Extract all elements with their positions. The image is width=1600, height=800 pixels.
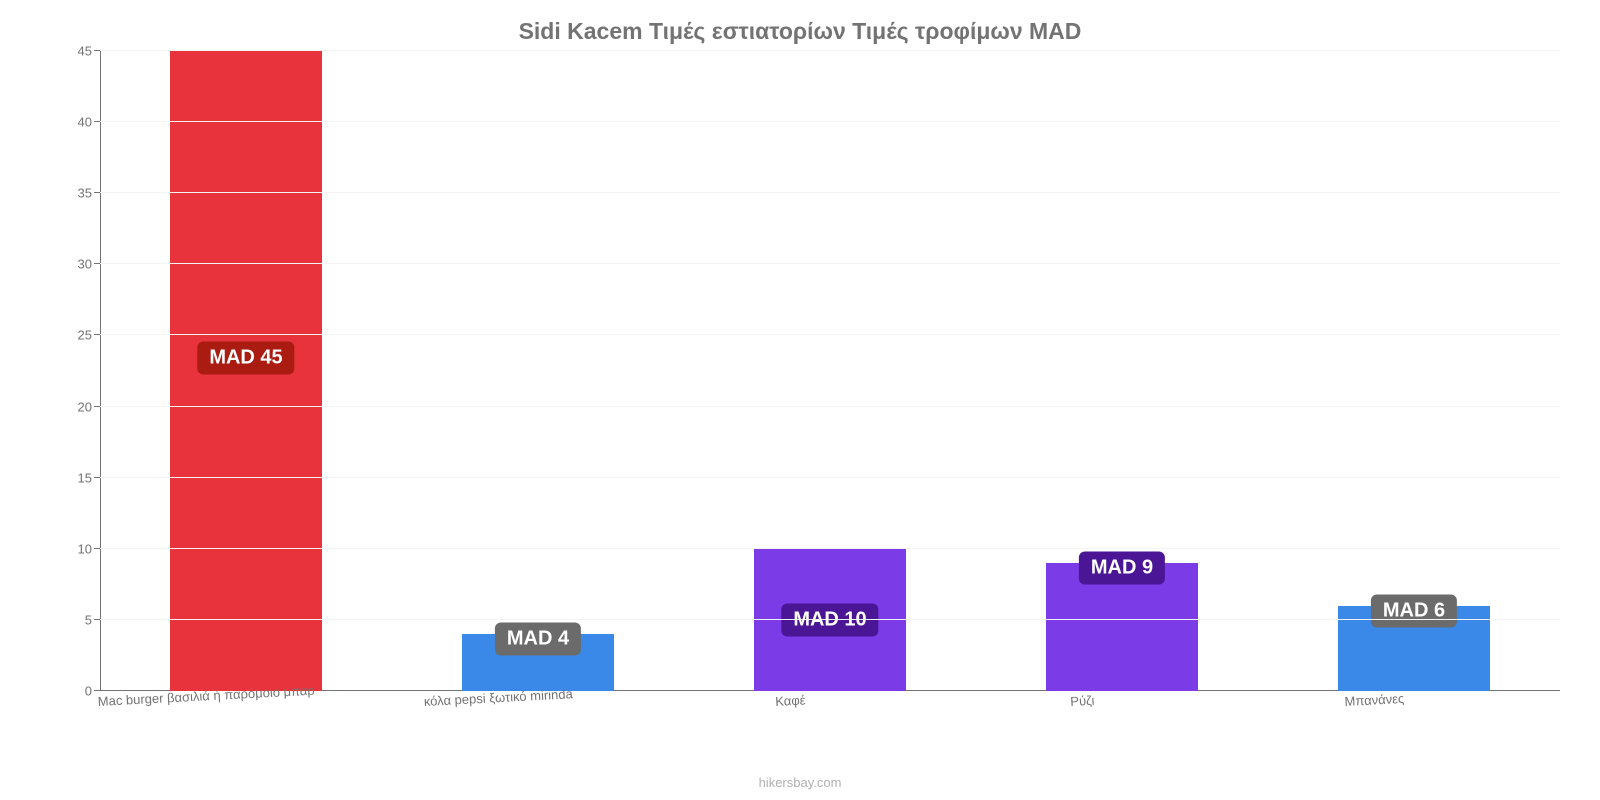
gridline [100,121,1560,122]
x-axis-label: Ρύζι [1070,693,1095,709]
gridline [100,619,1560,620]
y-tick-label: 25 [52,328,92,343]
y-tick-label: 40 [52,115,92,130]
value-badge: MAD 10 [781,603,878,636]
x-axis-label: Μπανάνες [1344,691,1404,709]
y-tick-mark [94,477,100,478]
gridline [100,263,1560,264]
y-tick-mark [94,121,100,122]
gridline [100,192,1560,193]
y-tick-label: 10 [52,541,92,556]
gridline [100,50,1560,51]
y-tick-mark [94,50,100,51]
plot-area: MAD 45MAD 4MAD 10MAD 9MAD 6 051015202530… [100,51,1560,691]
value-badge: MAD 45 [197,342,294,375]
gridline [100,477,1560,478]
y-tick-label: 35 [52,186,92,201]
y-tick-label: 5 [52,612,92,627]
y-tick-mark [94,192,100,193]
gridline [100,406,1560,407]
y-tick-mark [94,334,100,335]
value-badge: MAD 6 [1371,594,1457,627]
gridline [100,548,1560,549]
price-bar-chart: Sidi Kacem Τιμές εστιατορίων Τιμές τροφί… [0,0,1600,800]
y-tick-mark [94,619,100,620]
y-tick-mark [94,548,100,549]
y-tick-mark [94,406,100,407]
attribution-text: hikersbay.com [0,775,1600,790]
y-tick-label: 45 [52,44,92,59]
bars-layer: MAD 45 MAD 4 MAD 10 MAD 9 MAD 6 [100,51,1560,691]
value-badge: MAD 4 [495,623,581,656]
y-tick-label: 15 [52,470,92,485]
x-axis-label: κόλα pepsi ξωτικό mirinda [423,686,573,709]
value-badge: MAD 9 [1079,552,1165,585]
x-labels-layer: Mac burger βασιλιά ή παρόμοιο μπαρκόλα p… [60,690,1520,750]
chart-title: Sidi Kacem Τιμές εστιατορίων Τιμές τροφί… [40,18,1560,45]
x-axis-label: Καφέ [775,692,806,709]
y-tick-label: 20 [52,399,92,414]
gridline [100,334,1560,335]
y-tick-mark [94,263,100,264]
y-tick-label: 30 [52,257,92,272]
